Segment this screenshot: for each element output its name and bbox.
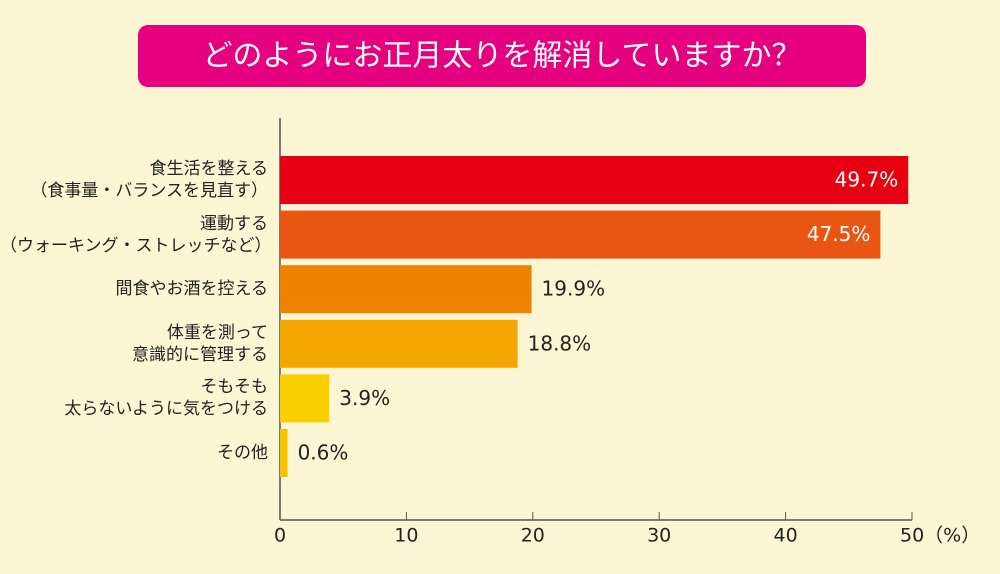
bar <box>280 156 909 204</box>
value-label: 3.9% <box>339 386 390 410</box>
bar <box>280 374 330 423</box>
value-label: 47.5% <box>807 222 871 246</box>
bar <box>280 429 288 477</box>
bar <box>280 265 532 314</box>
value-label: 18.8% <box>528 331 592 355</box>
bar <box>280 210 881 259</box>
x-tick-label: 10 <box>394 525 418 547</box>
title-box <box>138 25 866 87</box>
x-tick-label: 50（%） <box>900 525 980 547</box>
category-label: 体重を測って 意識的に管理する <box>132 322 268 365</box>
value-label: 49.7% <box>835 168 899 192</box>
category-label: 食生活を整える （食事量・バランスを見直す） <box>30 159 268 201</box>
bar <box>280 319 518 368</box>
category-label: そもそも 太らないように気をつける <box>64 377 268 420</box>
x-tick-label: 0 <box>274 525 286 547</box>
category-label: 間食やお酒を控える <box>115 279 269 300</box>
category-label: 運動する （ウォーキング・ストレッチなど） <box>0 213 272 256</box>
value-label: 19.9% <box>542 277 606 301</box>
x-tick-label: 40 <box>774 525 798 547</box>
category-label: その他 <box>217 443 268 463</box>
x-tick-label: 30 <box>647 525 671 547</box>
x-tick-label: 20 <box>521 525 545 547</box>
chart-title: どのようにお正月太りを解消していますか？ <box>202 39 801 74</box>
value-label: 0.6% <box>298 441 349 465</box>
